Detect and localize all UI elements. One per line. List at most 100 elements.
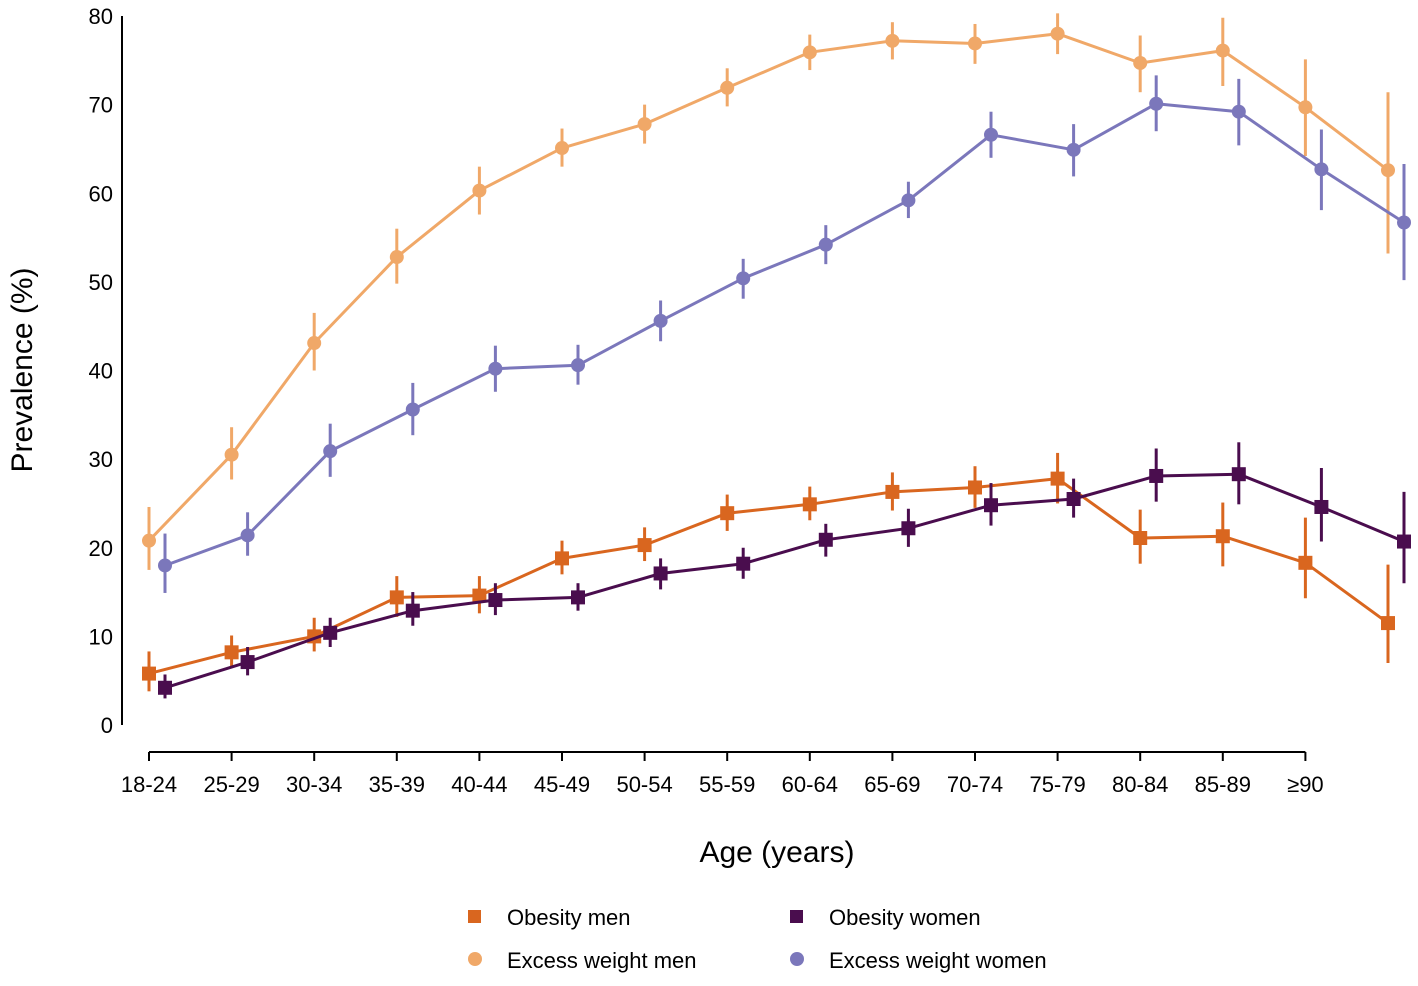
data-point <box>720 80 735 95</box>
y-tick-label: 10 <box>89 624 113 649</box>
data-point <box>802 497 817 512</box>
x-tick-label: 85-89 <box>1195 772 1251 797</box>
data-point <box>720 506 735 521</box>
data-point <box>885 484 900 499</box>
y-tick-label: 50 <box>89 270 113 295</box>
data-point <box>736 556 751 571</box>
data-point <box>488 361 503 376</box>
y-axis: 0 10 20 30 40 50 60 70 80 <box>89 4 123 738</box>
data-point <box>984 498 998 513</box>
data-point <box>736 271 751 286</box>
legend-marker-obesity-women <box>790 910 803 923</box>
series-line <box>148 477 1389 676</box>
data-point <box>1215 529 1230 544</box>
series-obesity-men <box>142 452 1395 692</box>
data-point <box>1066 142 1081 157</box>
data-point <box>488 593 503 608</box>
legend-label-obesity-women: Obesity women <box>829 905 981 930</box>
data-point <box>818 237 833 252</box>
data-point <box>901 193 916 208</box>
y-tick-label: 70 <box>89 93 113 118</box>
data-point <box>901 521 916 536</box>
legend: Obesity men Obesity women Excess weight … <box>468 905 1047 973</box>
x-tick-label: 80-84 <box>1112 772 1168 797</box>
data-point <box>307 336 322 351</box>
y-tick-label: 0 <box>101 713 113 738</box>
data-point <box>637 538 652 553</box>
series-layer <box>142 13 1411 699</box>
data-point <box>1381 616 1395 631</box>
y-tick-label: 80 <box>89 4 113 29</box>
data-point <box>1149 96 1164 111</box>
data-point <box>555 141 569 156</box>
y-tick-label: 30 <box>89 447 113 472</box>
data-point <box>158 680 172 695</box>
y-tick-label: 60 <box>89 181 113 206</box>
series-line <box>147 32 1389 542</box>
data-point <box>968 480 982 495</box>
legend-label-excess-weight-men: Excess weight men <box>507 948 697 973</box>
legend-marker-excess-weight-men <box>468 952 482 966</box>
data-point <box>1050 26 1065 41</box>
x-tick-label: 25-29 <box>203 772 259 797</box>
data-point <box>571 590 585 605</box>
legend-marker-excess-weight-women <box>790 952 804 966</box>
x-axis-title: Age (years) <box>699 836 854 869</box>
data-point <box>389 250 404 265</box>
x-tick-label: ≥90 <box>1287 772 1324 797</box>
x-tick-label: 35-39 <box>369 772 425 797</box>
data-point <box>158 558 172 573</box>
data-point <box>571 358 585 373</box>
data-point <box>1397 215 1411 230</box>
data-point <box>323 625 338 640</box>
data-point <box>405 402 420 417</box>
x-axis: 18-24 25-29 30-34 35-39 40-44 45-49 50-54 55-59… <box>121 751 1324 797</box>
series-excess-weight-women <box>158 75 1411 593</box>
data-point <box>1215 43 1230 58</box>
data-point <box>637 117 652 132</box>
data-point <box>802 45 817 60</box>
data-point <box>323 444 338 459</box>
series-excess-weight-men <box>142 13 1395 570</box>
data-point <box>389 590 404 605</box>
data-point <box>1050 471 1065 486</box>
y-axis-title: Prevalence (%) <box>6 267 39 472</box>
legend-label-excess-weight-women: Excess weight women <box>829 948 1047 973</box>
legend-label-obesity-men: Obesity men <box>507 905 631 930</box>
x-tick-label: 30-34 <box>286 772 342 797</box>
data-point <box>1397 534 1411 549</box>
data-point <box>142 666 156 681</box>
data-point <box>224 645 239 660</box>
y-tick-label: 20 <box>89 536 113 561</box>
data-point <box>555 551 569 566</box>
data-point <box>1066 492 1081 507</box>
data-point <box>1314 499 1329 514</box>
x-tick-label: 75-79 <box>1029 772 1085 797</box>
x-tick-label: 55-59 <box>699 772 755 797</box>
data-point <box>224 447 239 462</box>
data-point <box>472 588 487 603</box>
data-point <box>653 566 668 581</box>
data-point <box>1314 162 1329 177</box>
data-point <box>240 655 255 670</box>
x-tick-label: 70-74 <box>947 772 1003 797</box>
series-line <box>164 472 1405 690</box>
data-point <box>968 36 982 51</box>
legend-marker-obesity-men <box>468 910 481 923</box>
data-point <box>653 313 668 328</box>
y-tick-label: 40 <box>89 359 113 384</box>
data-point <box>1231 467 1246 482</box>
data-point <box>1133 531 1148 546</box>
data-point <box>1231 104 1246 119</box>
data-point <box>1381 163 1395 178</box>
x-tick-label: 60-64 <box>782 772 838 797</box>
data-point <box>405 603 420 618</box>
x-tick-label: 45-49 <box>534 772 590 797</box>
data-point <box>142 533 156 548</box>
x-tick-label: 65-69 <box>864 772 920 797</box>
series-line <box>164 102 1405 567</box>
x-tick-label: 40-44 <box>451 772 507 797</box>
x-tick-label: 18-24 <box>121 772 177 797</box>
x-tick-label: 50-54 <box>616 772 672 797</box>
